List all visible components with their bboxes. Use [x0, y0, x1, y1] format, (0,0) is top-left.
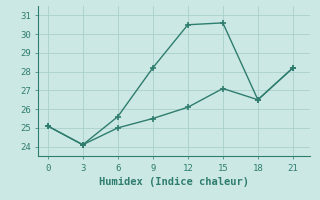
X-axis label: Humidex (Indice chaleur): Humidex (Indice chaleur): [100, 177, 249, 187]
